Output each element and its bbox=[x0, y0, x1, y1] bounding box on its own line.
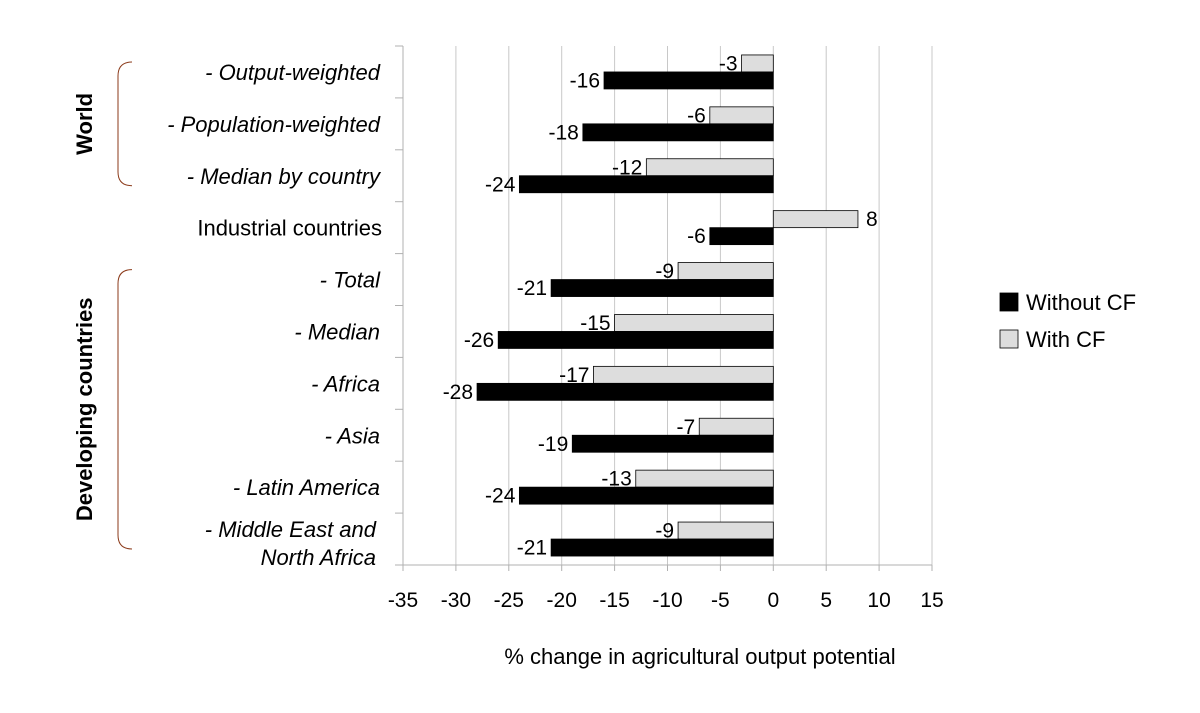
legend-label: Without CF bbox=[1026, 290, 1136, 315]
bar-with-cf bbox=[635, 469, 774, 488]
data-label-with-cf: -17 bbox=[559, 364, 589, 387]
bar-without-cf bbox=[497, 331, 774, 349]
data-label-without-cf: -24 bbox=[485, 173, 516, 196]
data-label-with-cf: -13 bbox=[601, 468, 631, 491]
x-tick-label: -30 bbox=[441, 589, 471, 612]
category-label: - Asia bbox=[325, 423, 380, 448]
data-label-without-cf: -18 bbox=[549, 121, 579, 144]
data-label-without-cf: -21 bbox=[517, 537, 547, 560]
x-tick-label: -20 bbox=[547, 589, 577, 612]
category-label: - Median bbox=[294, 319, 380, 344]
category-label: Industrial countries bbox=[197, 216, 382, 241]
bars bbox=[476, 54, 859, 557]
group-labels: World Developing countries bbox=[72, 61, 133, 550]
x-tick-label: -5 bbox=[711, 589, 730, 612]
bar-with-cf bbox=[698, 417, 774, 436]
bar-with-cf bbox=[741, 54, 774, 73]
bar-with-cf bbox=[645, 158, 774, 177]
bar-with-cf bbox=[677, 262, 774, 280]
bar-with-cf bbox=[593, 365, 774, 384]
data-label-without-cf: -21 bbox=[517, 277, 547, 300]
bar-without-cf bbox=[709, 227, 774, 246]
group-brace bbox=[117, 61, 133, 187]
bar-without-cf bbox=[550, 538, 774, 557]
group-label: Developing countries bbox=[72, 297, 97, 521]
group-brace bbox=[117, 269, 133, 550]
data-label-with-cf: -3 bbox=[719, 52, 738, 75]
legend-label: With CF bbox=[1026, 327, 1105, 352]
group-label: World bbox=[72, 93, 97, 155]
data-label-with-cf: -15 bbox=[580, 312, 610, 335]
category-label: - Middle East and bbox=[205, 517, 377, 542]
x-tick-labels: -35 -30 -25 -20 -15 -10 -5 0 5 10 15 bbox=[388, 589, 944, 612]
category-label: - Total bbox=[320, 268, 381, 293]
x-tick-label: 10 bbox=[867, 589, 890, 612]
legend-swatch bbox=[999, 329, 1019, 349]
data-label-with-cf: 8 bbox=[866, 208, 878, 231]
category-label: - Population-weighted bbox=[167, 112, 381, 137]
data-label-with-cf: -6 bbox=[687, 104, 706, 127]
data-label-with-cf: -12 bbox=[612, 156, 642, 179]
data-label-without-cf: -28 bbox=[443, 381, 473, 404]
data-label-without-cf: -24 bbox=[485, 485, 516, 508]
bar-without-cf bbox=[518, 175, 774, 194]
category-labels: - Output-weighted - Population-weighted - … bbox=[167, 60, 382, 570]
x-axis-label: % change in agricultural output potentia… bbox=[504, 644, 895, 669]
bar-without-cf bbox=[571, 434, 774, 453]
x-tick-label: -35 bbox=[388, 589, 418, 612]
data-label-with-cf: -9 bbox=[655, 260, 674, 283]
category-label: - Output-weighted bbox=[205, 60, 381, 85]
bar-with-cf bbox=[709, 106, 774, 125]
data-label-without-cf: -6 bbox=[687, 225, 706, 248]
x-tick-label: -10 bbox=[652, 589, 682, 612]
data-label-with-cf: -9 bbox=[655, 520, 674, 543]
data-label-without-cf: -16 bbox=[570, 69, 600, 92]
category-label: North Africa bbox=[261, 545, 376, 570]
bar-without-cf bbox=[582, 123, 774, 142]
bar-with-cf bbox=[614, 314, 774, 332]
legend: Without CF With CF bbox=[999, 290, 1136, 352]
x-tick-label: 5 bbox=[820, 589, 832, 612]
category-label: - Latin America bbox=[233, 475, 380, 500]
x-tick-label: -15 bbox=[599, 589, 629, 612]
bar-without-cf bbox=[518, 486, 774, 505]
data-label-without-cf: -26 bbox=[464, 329, 494, 352]
data-label-with-cf: -7 bbox=[677, 416, 696, 439]
bar-without-cf bbox=[476, 382, 774, 401]
bar-without-cf bbox=[603, 71, 774, 90]
axes bbox=[395, 45, 933, 571]
x-tick-label: 0 bbox=[767, 589, 779, 612]
bar-with-cf bbox=[772, 210, 859, 229]
category-label: - Median by country bbox=[187, 164, 382, 189]
data-label-without-cf: -19 bbox=[538, 433, 568, 456]
legend-swatch bbox=[999, 292, 1019, 312]
bar-with-cf bbox=[677, 521, 774, 540]
bar-without-cf bbox=[550, 279, 774, 297]
category-label: - Africa bbox=[311, 371, 380, 396]
x-tick-label: 15 bbox=[920, 589, 943, 612]
data-labels: -3 -16 -6 -18 -12 -24 8 -6 -9 -21 -15 -26 -17 -28 -7 -1… bbox=[443, 52, 878, 559]
x-tick-label: -25 bbox=[494, 589, 524, 612]
